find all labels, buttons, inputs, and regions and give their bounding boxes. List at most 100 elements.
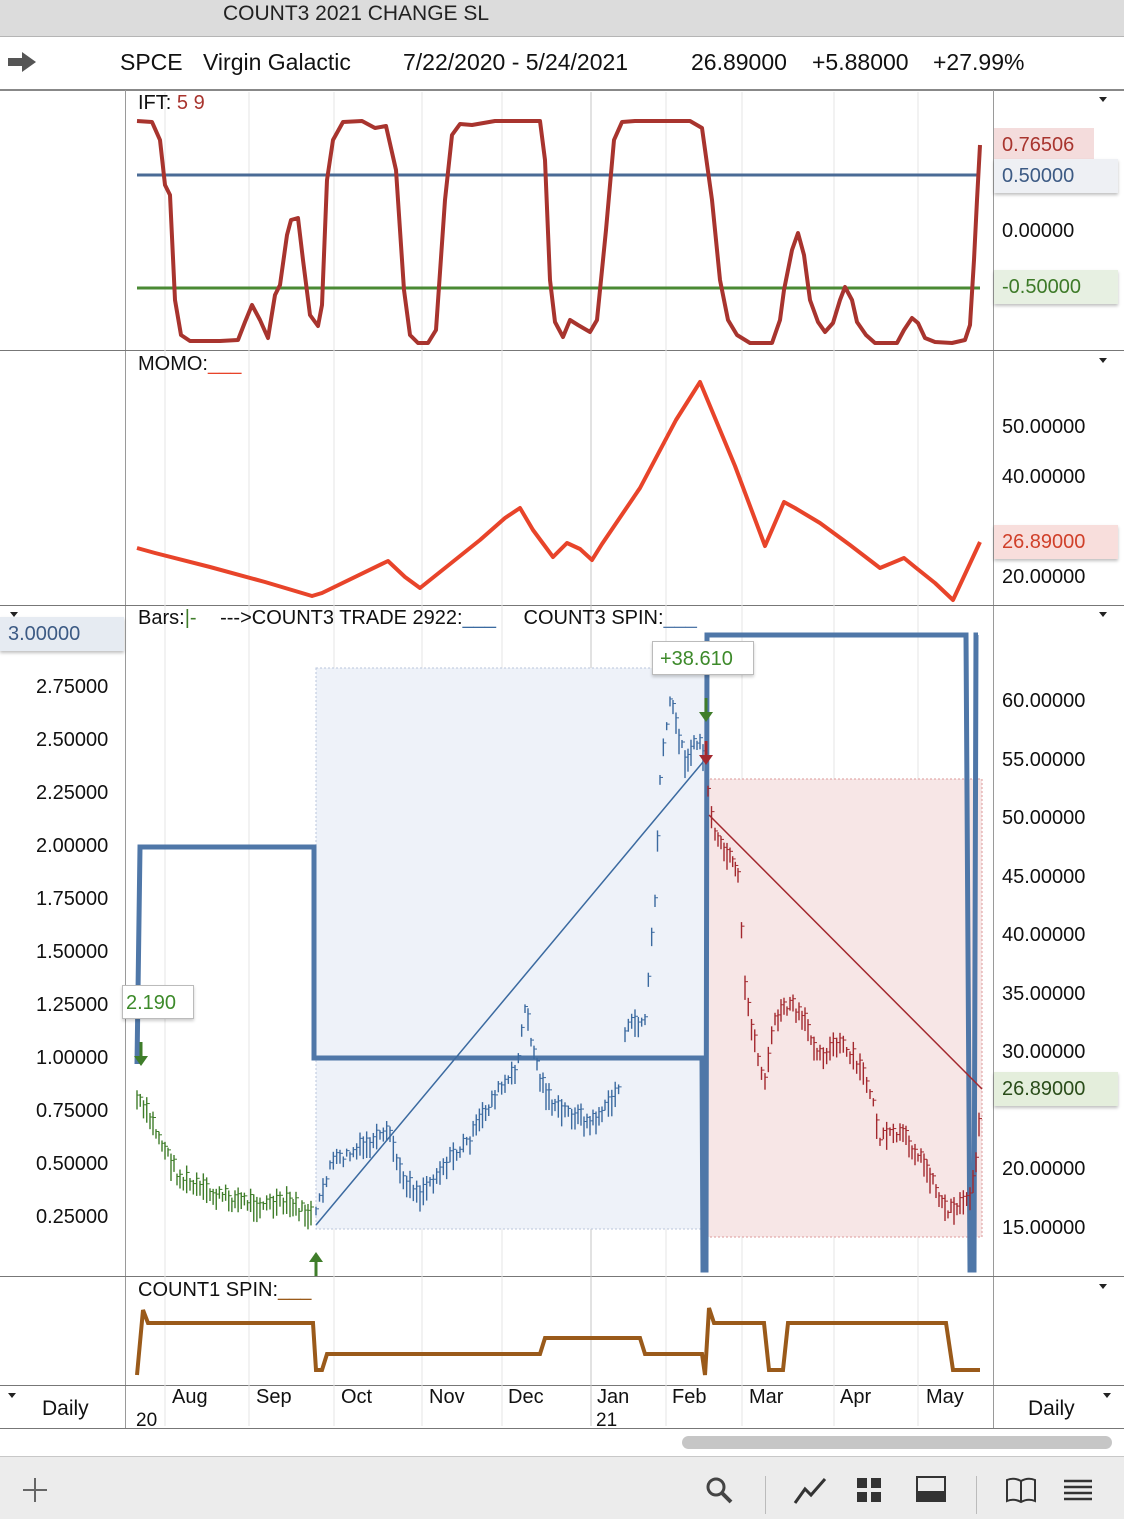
trade-label: --->COUNT3 TRADE 2922: xyxy=(220,607,463,629)
spin-label: COUNT3 SPIN: xyxy=(523,607,664,629)
panel-divider[interactable] xyxy=(0,1276,1124,1277)
count1-label-suffix: ___ xyxy=(278,1279,312,1301)
trade-profit-label: +38.610 xyxy=(652,641,754,675)
period-selector-right[interactable]: Daily xyxy=(1028,1397,1075,1420)
month-label: May xyxy=(926,1386,964,1408)
price-axis-tick: 20.00000 xyxy=(1002,1158,1086,1180)
momo-line xyxy=(136,380,982,602)
month-label: Feb xyxy=(672,1386,707,1408)
spin-axis-tick: 0.25000 xyxy=(36,1206,109,1228)
window-titlebar: COUNT3 2021 CHANGE SL xyxy=(0,0,1124,37)
ift-panel-label: IFT: 5 9 xyxy=(138,92,205,115)
year-label: 21 xyxy=(596,1410,618,1431)
timeline-bottom-divider xyxy=(0,1428,1124,1429)
period-selector-left[interactable]: Daily xyxy=(42,1397,89,1420)
count1-spin-line xyxy=(135,1307,980,1376)
grid-icon[interactable] xyxy=(853,1470,885,1510)
trade-suffix: ___ xyxy=(462,607,496,629)
last-price: 26.89000 xyxy=(691,49,787,75)
price-axis-tick: 50.00000 xyxy=(1002,807,1086,829)
price-panel-label: Bars:|- --->COUNT3 TRADE 2922:___ COUNT3… xyxy=(138,607,697,630)
bars-label: Bars: xyxy=(138,607,185,629)
spin-axis-tick: 1.00000 xyxy=(36,1047,109,1069)
month-label: Sep xyxy=(256,1386,292,1408)
price-axis-tick: 55.00000 xyxy=(1002,749,1086,771)
momo-panel-label: MOMO:___ xyxy=(138,353,241,376)
ift-upper-level: 0.50000 xyxy=(994,159,1118,193)
month-label: Aug xyxy=(172,1386,208,1408)
ift-params: 5 9 xyxy=(176,92,205,114)
momo-current-value: 26.89000 xyxy=(994,525,1118,559)
window-title: COUNT3 2021 CHANGE SL xyxy=(223,2,490,25)
panel-divider[interactable] xyxy=(0,605,1124,606)
price-axis-tick: 40.00000 xyxy=(1002,924,1086,946)
price-axis-tick: 15.00000 xyxy=(1002,1217,1086,1239)
menu-icon[interactable] xyxy=(1060,1470,1096,1510)
timeline-divider xyxy=(0,1385,1124,1386)
month-label: Apr xyxy=(840,1386,872,1408)
momo-label-text: MOMO: xyxy=(138,353,208,375)
buy-arrow-icon xyxy=(309,1252,323,1276)
spin-axis-tick: 1.75000 xyxy=(36,888,109,910)
bottom-toolbar xyxy=(0,1456,1124,1519)
price-axis-tick: 45.00000 xyxy=(1002,866,1086,888)
short-trade-line xyxy=(708,814,983,1090)
ift-current-value: 0.76506 xyxy=(994,128,1094,162)
symbol-name: Virgin Galactic xyxy=(203,49,351,75)
count3-spin-line xyxy=(134,632,979,1273)
panel-menu-icon[interactable] xyxy=(1099,97,1107,102)
month-label: Jan xyxy=(597,1386,630,1408)
arrow-right-icon[interactable] xyxy=(8,51,38,73)
spin-axis-tick: 0.50000 xyxy=(36,1153,109,1175)
panel-icon[interactable] xyxy=(914,1470,950,1510)
panel-menu-icon[interactable] xyxy=(1099,1284,1107,1289)
long-trade-zone xyxy=(315,667,707,1230)
date-range[interactable]: 7/22/2020 - 5/24/2021 xyxy=(403,49,629,75)
spin-axis-tick: 1.50000 xyxy=(36,941,109,963)
price-current-value: 26.89000 xyxy=(994,1072,1118,1106)
short-trade-zone xyxy=(705,778,983,1238)
momo-label-suffix: ___ xyxy=(208,353,242,375)
panel-menu-icon[interactable] xyxy=(10,612,18,617)
month-label: Oct xyxy=(341,1386,373,1408)
left-axis-divider xyxy=(125,90,126,1428)
chart-canvas[interactable] xyxy=(0,0,1124,1456)
panel-divider[interactable] xyxy=(0,350,1124,351)
trade-entry-label: 2.190 xyxy=(122,985,194,1019)
spin-axis-tick: 2.50000 xyxy=(36,729,109,751)
right-axis-divider xyxy=(993,90,994,1428)
spin-current-value: 3.00000 xyxy=(0,617,124,651)
momo-axis-tick: 40.00000 xyxy=(1002,466,1086,488)
ift-lower-level: -0.50000 xyxy=(994,270,1118,304)
buy-arrow-icon-head xyxy=(134,1056,148,1066)
period-menu-icon[interactable] xyxy=(8,1393,16,1398)
year-label: 20 xyxy=(136,1410,158,1431)
horizontal-scrollbar[interactable] xyxy=(682,1436,1112,1449)
panel-menu-icon[interactable] xyxy=(1099,612,1107,617)
add-icon[interactable] xyxy=(18,1470,52,1510)
momo-axis-tick: 20.00000 xyxy=(1002,566,1086,588)
month-label: Mar xyxy=(749,1386,784,1408)
period-menu-icon[interactable] xyxy=(1103,1393,1111,1398)
count1-label-text: COUNT1 SPIN: xyxy=(138,1279,279,1301)
spin-axis-tick: 2.00000 xyxy=(36,835,109,857)
ift-axis-tick: 0.00000 xyxy=(1002,220,1075,242)
price-axis-tick: 30.00000 xyxy=(1002,1041,1086,1063)
spin-axis-tick: 2.25000 xyxy=(36,782,109,804)
momo-axis-tick: 50.00000 xyxy=(1002,416,1086,438)
search-icon[interactable] xyxy=(702,1470,736,1510)
book-icon[interactable] xyxy=(1003,1470,1039,1510)
panel-menu-icon[interactable] xyxy=(1099,358,1107,363)
sell-arrow-icon-head xyxy=(699,755,713,765)
ift-line xyxy=(136,119,982,345)
exit-arrow-icon xyxy=(699,698,713,722)
symbol-ticker[interactable]: SPCE xyxy=(120,49,183,75)
count1-panel-label: COUNT1 SPIN:___ xyxy=(138,1279,311,1302)
line-chart-icon[interactable] xyxy=(792,1470,828,1510)
bars-suffix: |- xyxy=(184,607,197,629)
buy-arrow-icon-head xyxy=(309,1252,323,1262)
buy-arrow-icon xyxy=(134,1042,148,1066)
price-axis-tick: 60.00000 xyxy=(1002,690,1086,712)
exit-arrow-icon-head xyxy=(699,712,713,722)
month-label: Nov xyxy=(429,1386,465,1408)
